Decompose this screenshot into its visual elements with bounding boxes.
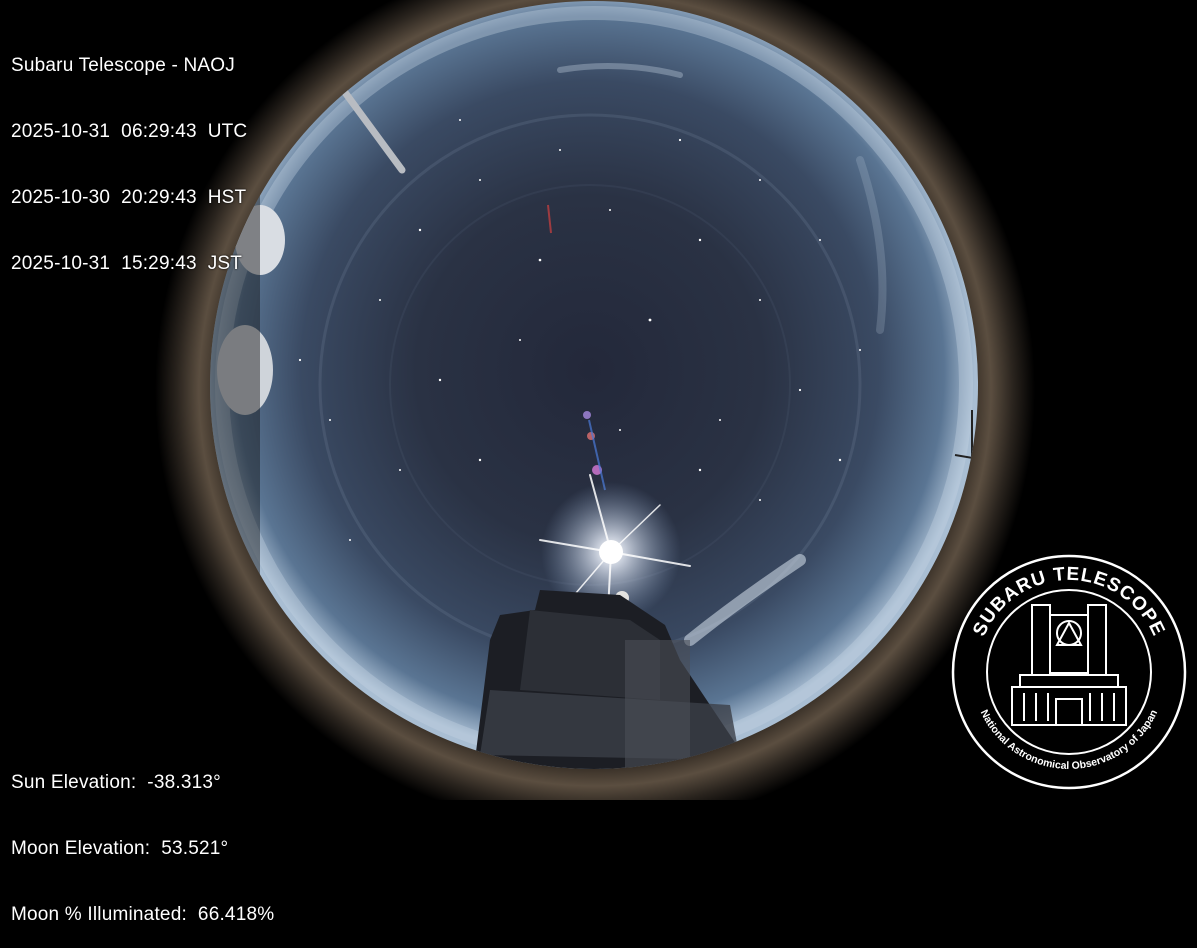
camera-title: Subaru Telescope - NAOJ [11,55,235,76]
ephemeris-overlay: Sun Elevation: -38.313° Moon Elevation: … [11,728,274,948]
camera-info-overlay: Subaru Telescope - NAOJ 2025-10-31 06:29… [11,11,247,297]
stars [298,119,861,541]
moon-elevation: Moon Elevation: 53.521° [11,838,229,859]
timestamp-utc: 2025-10-31 06:29:43 UTC [11,121,248,142]
subaru-telescope-logo: SUBARU TELESCOPE National Astronomical O… [951,554,1187,790]
all-sky-camera-image [155,0,1035,800]
logo-telescope-icon [1011,604,1127,726]
moon-illumination: Moon % Illuminated: 66.418% [11,904,275,925]
sun-elevation: Sun Elevation: -38.313° [11,772,221,793]
moon [599,540,623,564]
timestamp-jst: 2025-10-31 15:29:43 JST [11,253,243,274]
subaru-building [470,590,740,769]
timestamp-hst: 2025-10-30 20:29:43 HST [11,187,247,208]
